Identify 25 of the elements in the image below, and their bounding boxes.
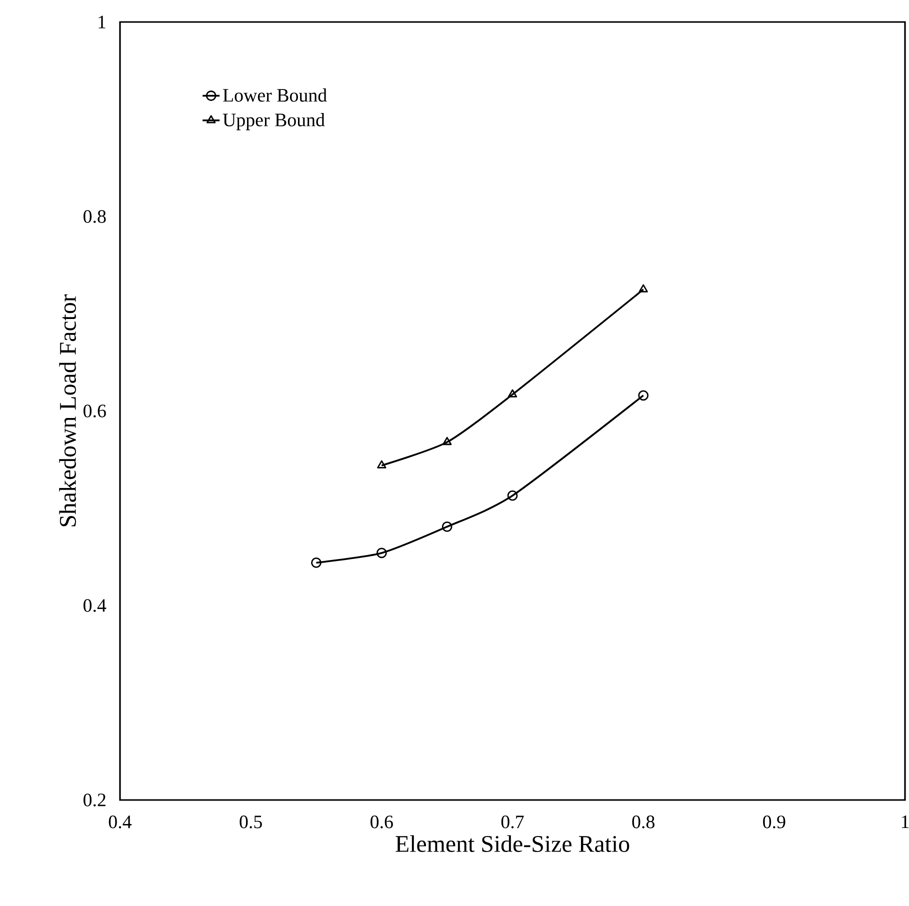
x-tick-label: 0.7 xyxy=(501,816,524,828)
y-axis-title: Shakedown Load Factor xyxy=(59,294,76,526)
y-tick-label: 0.2 xyxy=(84,794,106,806)
point xyxy=(442,522,452,532)
legend-label: Upper Bound xyxy=(222,113,325,130)
point xyxy=(376,548,387,558)
x-tick-label: 0.5 xyxy=(240,816,262,828)
y-tick-label: 1 xyxy=(98,16,106,28)
legend-label: Lower Bound xyxy=(223,88,327,102)
point xyxy=(638,390,649,401)
x-tick-label: 0.4 xyxy=(108,816,132,828)
y-tick-label: 0.8 xyxy=(84,210,106,223)
y-tick-label: 0.4 xyxy=(84,599,106,612)
point xyxy=(377,460,386,468)
x-tick-label: 0.8 xyxy=(632,816,654,828)
point xyxy=(442,436,452,446)
y-tick-label: 0.6 xyxy=(84,404,106,418)
point xyxy=(638,284,648,292)
point xyxy=(507,490,518,501)
x-tick-label: 1 xyxy=(902,816,909,828)
point xyxy=(311,558,322,568)
x-tick-label: 0.9 xyxy=(763,816,786,828)
x-tick-label: 0.6 xyxy=(370,816,393,828)
x-axis-title: Element Side-Size Ratio xyxy=(396,835,630,852)
point xyxy=(508,389,518,398)
